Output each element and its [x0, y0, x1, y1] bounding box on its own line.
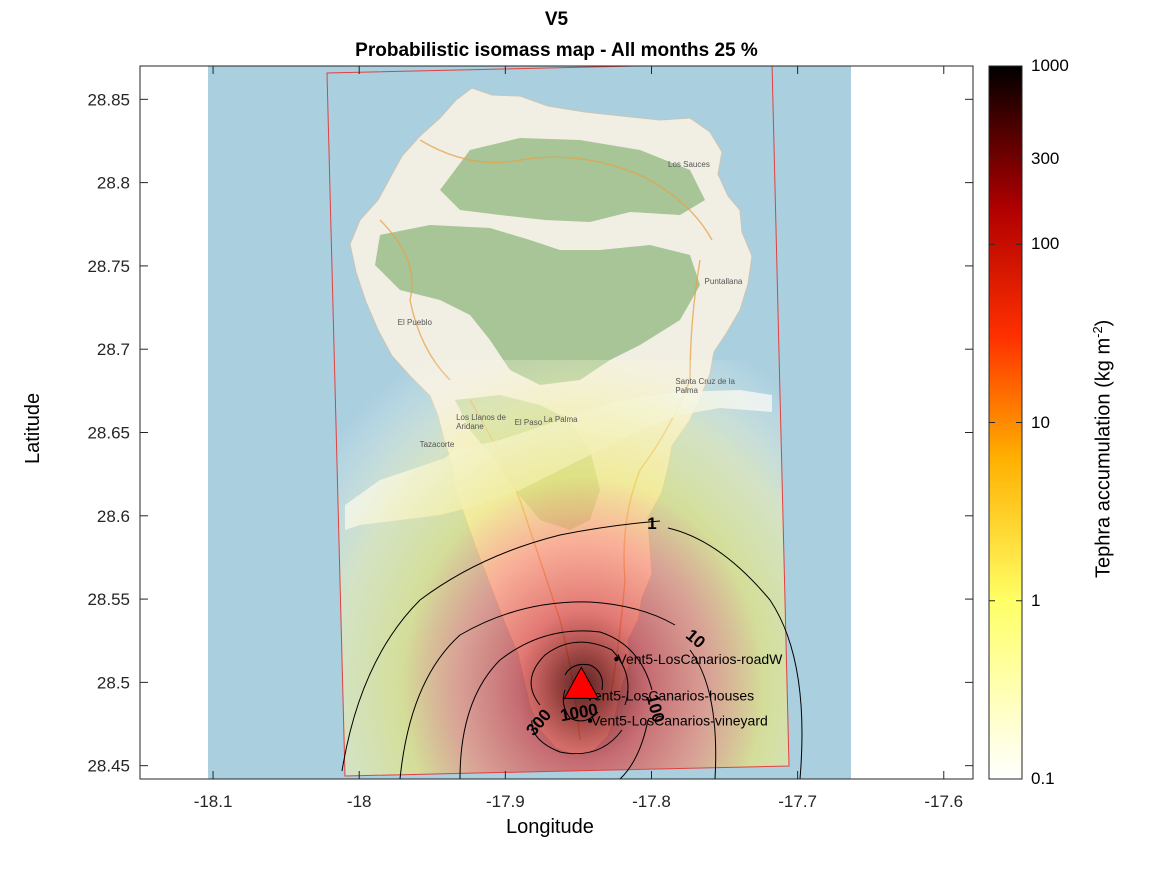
map-place-label: El Pueblo	[397, 318, 432, 328]
map-place-label: El Paso	[514, 418, 543, 428]
x-ticks: -18.1 -18 -17.9 -17.8 -17.7 -17.6	[194, 66, 963, 811]
target-label: Vent5-LosCanarios-roadW	[617, 651, 783, 667]
y-tick-label: 28.5	[97, 673, 130, 692]
y-tick-label: 28.6	[97, 507, 130, 526]
colorbar-label-exponent: -2	[1090, 326, 1105, 338]
colorbar-tick-label: 1000	[1031, 56, 1069, 75]
colorbar-ticks	[989, 65, 1022, 780]
vent-marker	[563, 666, 600, 699]
colorbar-tick-label: 100	[1031, 234, 1060, 254]
y-tick-label: 28.85	[87, 90, 130, 109]
contour-1000	[562, 664, 603, 722]
contour-1	[341, 520, 803, 779]
colorbar-tick-label: 1	[1031, 590, 1041, 610]
forest-caldera	[375, 225, 700, 385]
map-place-label: Los Sauces	[668, 159, 710, 169]
colorbar-label: Tephra accumulation (kg m-2)	[1090, 320, 1116, 578]
y-axis-label: Latitude	[22, 392, 44, 464]
x-axis-label: Longitude	[506, 816, 594, 838]
contour-10	[399, 601, 717, 779]
colorbar-label-text: Tephra accumulation (kg m	[1092, 337, 1115, 578]
y-tick-label: 28.45	[87, 757, 130, 776]
y-tick-label: 28.55	[87, 590, 130, 609]
y-tick-label: 28.7	[97, 340, 130, 359]
x-tick-label: -17.6	[924, 792, 963, 811]
contour-300	[530, 641, 629, 755]
y-tick-label: 28.75	[87, 257, 130, 276]
map-place-label: Tazacorte	[419, 439, 455, 449]
map-place-label: Puntallana	[704, 276, 743, 286]
road-network	[379, 139, 713, 741]
contour-100	[459, 630, 653, 779]
target-label: Vent5-LosCanarios-vineyard	[591, 713, 768, 729]
map-place-label: Santa Cruz de la Palma	[675, 376, 735, 395]
target-point	[587, 718, 593, 723]
colorbar-tick-label: 300	[1031, 149, 1060, 169]
target-label: Vent5-LosCanarios-houses	[585, 688, 754, 704]
chart-title-line1: V5	[544, 9, 569, 30]
contour-label: 1	[647, 514, 656, 533]
x-tick-label: -18	[347, 792, 372, 811]
x-tick-label: -17.7	[778, 792, 817, 811]
y-tick-label: 28.65	[87, 423, 130, 442]
chart-title-line2: Probabilistic isomass map - All months 2…	[355, 40, 758, 61]
x-tick-label: -17.8	[632, 792, 671, 811]
axes-box	[139, 65, 974, 780]
target-point	[614, 656, 619, 662]
colorbar-tick-label: 10	[1031, 412, 1050, 432]
x-tick-label: -18.1	[194, 792, 233, 811]
map-place-label: Los Llanos de Aridane	[456, 413, 506, 432]
x-tick-label: -17.9	[486, 792, 525, 811]
map-place-label: La Palma	[543, 414, 578, 424]
colorbar-tick-label: 0.1	[1031, 769, 1055, 788]
colorbar-label-close: )	[1092, 319, 1115, 327]
y-ticks: 28.45 28.5 28.55 28.6 28.65 28.7 28.75 28.8 28.8…	[87, 90, 973, 776]
y-tick-label: 28.8	[97, 174, 130, 193]
forest-north	[440, 138, 705, 222]
